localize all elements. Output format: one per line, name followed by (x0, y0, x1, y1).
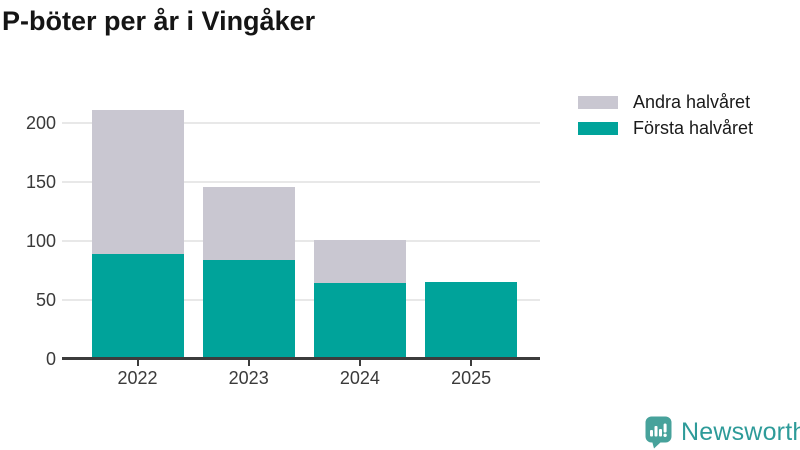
bar-2024-andra-halv-ret (313, 239, 406, 284)
bar-2022-andra-halv-ret (91, 110, 184, 254)
legend-swatch-0 (578, 96, 618, 109)
x-tick-label-2025: 2025 (451, 368, 492, 388)
bar-2023-f-rsta-halv-ret (202, 259, 295, 359)
x-tick-2025 (470, 360, 473, 366)
y-tick-label-200: 200 (25, 113, 56, 134)
legend-label-0: Andra halvåret (633, 92, 751, 112)
x-tick-2024 (358, 360, 361, 366)
legend-item-1: Första halvåret (578, 118, 753, 138)
y-tick-label-150: 150 (25, 172, 56, 193)
newsworthy-logo[interactable]: Newsworthy (645, 416, 800, 449)
newsworthy-logo-text: Newsworthy (681, 418, 800, 446)
y-tick-label-0: 0 (45, 348, 56, 369)
page-title: P-böter per år i Vingåker (2, 6, 316, 36)
bar-2025-f-rsta-halv-ret (425, 282, 518, 359)
gridline-150 (62, 181, 540, 184)
bar-2024-f-rsta-halv-ret (313, 283, 406, 359)
y-tick-label-100: 100 (25, 230, 56, 251)
x-tick-label-2024: 2024 (339, 368, 380, 388)
bar-2023-andra-halv-ret (202, 186, 295, 260)
bar-2022-f-rsta-halv-ret (91, 253, 184, 359)
gridline-50 (62, 298, 540, 301)
x-axis-line (62, 357, 540, 360)
legend-label-1: Första halvåret (633, 118, 754, 138)
x-tick-2023 (247, 360, 250, 366)
x-tick-label-2023: 2023 (228, 368, 269, 388)
y-tick-label-50: 50 (35, 289, 56, 310)
newsworthy-logo-icon (645, 416, 672, 449)
legend: Andra halvåret Första halvåret (578, 92, 753, 138)
legend-swatch-1 (578, 122, 618, 135)
x-tick-label-2022: 2022 (117, 368, 158, 388)
gridline-100 (62, 239, 540, 242)
gridline-200 (62, 122, 540, 125)
x-tick-2022 (136, 360, 139, 366)
legend-item-0: Andra halvåret (578, 92, 753, 112)
